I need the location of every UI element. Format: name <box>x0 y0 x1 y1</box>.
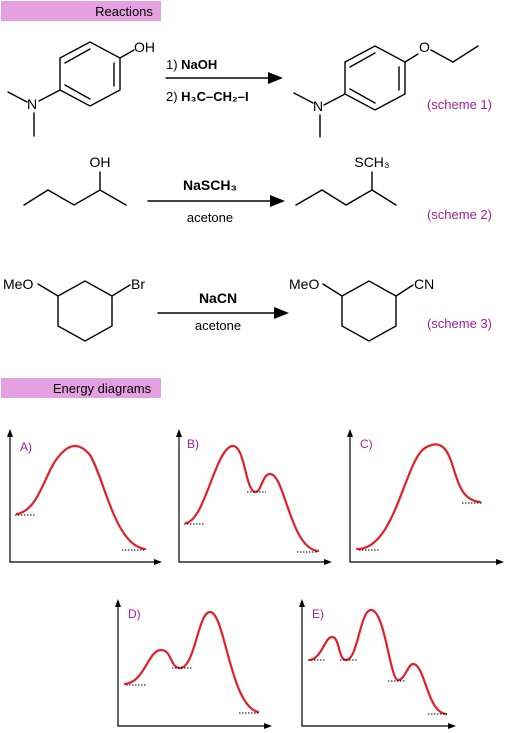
diagram-b-x-arrow <box>324 559 332 565</box>
scheme3-reactant-c-br-bond <box>111 284 131 297</box>
diagram-d-label: D) <box>128 607 141 621</box>
energy-header-text: Energy diagrams <box>53 381 152 396</box>
scheme3-product-cn: CN <box>414 276 434 292</box>
reactions-header-bg <box>1 1 161 21</box>
scheme-2: OH NaSCH₃ acetone SCH₃ (scheme 2) <box>23 154 492 225</box>
scheme3-reactant-meo: MeO <box>3 276 33 292</box>
scheme2-reactant-chain <box>23 189 127 206</box>
scheme3-product-o-c-bond <box>322 283 343 297</box>
scheme1-reactant-co-bond <box>119 49 135 59</box>
scheme1-product-cn-bond <box>323 93 346 106</box>
scheme3-label: (scheme 3) <box>427 316 492 331</box>
energy-diagram-d: D) <box>115 599 272 729</box>
diagram-b-label: B) <box>187 437 199 451</box>
scheme2-reactant-oh: OH <box>90 154 111 170</box>
diagram-c-axes <box>349 433 500 563</box>
scheme-1: OH N 1) NaOH 2) H₃C–CH₂–I O N (scheme 1) <box>7 39 492 138</box>
scheme1-label: (scheme 1) <box>427 97 492 112</box>
diagram-c-x-arrow <box>496 559 504 565</box>
scheme3-reactant-o-c-bond <box>37 283 59 297</box>
diagram-a-x-arrow <box>154 559 162 565</box>
scheme3-solvent: acetone <box>195 318 241 333</box>
scheme2-arrow-head <box>270 195 285 207</box>
reactions-header-text: Reactions <box>95 4 153 19</box>
scheme1-reactant-methyl1 <box>7 91 28 103</box>
scheme2-reagent: NaSCH₃ <box>183 177 237 193</box>
scheme1-step2: 2) H₃C–CH₂–I <box>166 89 249 104</box>
diagram-e-x-arrow <box>448 723 456 729</box>
scheme3-product-meo: MeO <box>289 276 319 292</box>
scheme1-reactant-ring-double-bonds <box>64 48 115 100</box>
scheme3-reactant-br: Br <box>131 276 145 292</box>
diagram-b-axes <box>178 433 328 563</box>
diagram-e-axes <box>301 603 452 727</box>
reactions-header: Reactions <box>1 1 161 21</box>
scheme3-product-c-cn-bond <box>395 284 414 297</box>
scheme1-reactant-cn-bond <box>38 89 61 102</box>
diagram-d-axes <box>117 603 268 727</box>
diagram-a-y-arrow <box>7 429 13 437</box>
diagram-a-axes <box>9 433 158 563</box>
diagram-d-y-arrow <box>115 599 121 607</box>
scheme1-product-methyl1 <box>293 92 314 104</box>
scheme3-arrow-head <box>274 307 289 319</box>
scheme1-reactant-oh: OH <box>134 39 155 55</box>
scheme1-product-ring <box>344 45 406 111</box>
energy-diagram-a: A) <box>7 429 162 565</box>
scheme1-arrow-head <box>268 72 283 84</box>
scheme2-product: SCH₃ <box>295 154 397 206</box>
diagram-e-y-arrow <box>299 599 305 607</box>
diagram-b-y-arrow <box>176 429 182 437</box>
energy-header: Energy diagrams <box>1 378 161 398</box>
scheme2-label: (scheme 2) <box>427 207 492 222</box>
diagram-a-curve <box>15 444 147 551</box>
scheme1-product-ethyl2 <box>452 45 479 63</box>
energy-diagram-b: B) <box>176 429 332 565</box>
scheme2-product-chain <box>295 189 397 206</box>
scheme2-solvent: acetone <box>187 210 233 225</box>
diagram-c-label: C) <box>360 437 373 451</box>
diagram-b-curve <box>184 444 320 553</box>
scheme2-product-sch3: SCH₃ <box>354 154 389 170</box>
scheme3-reactant: MeO Br <box>3 276 145 342</box>
scheme3-reagent: NaCN <box>199 290 237 306</box>
scheme3-product: MeO CN <box>289 276 434 342</box>
scheme1-step1: 1) NaOH <box>166 57 217 72</box>
scheme1-reactant-n: N <box>27 96 37 112</box>
scheme1-product-n: N <box>313 98 323 114</box>
diagram-d-curve <box>123 610 260 714</box>
scheme2-reactant: OH <box>23 154 127 206</box>
scheme1-product-ring-double-bonds <box>349 52 400 104</box>
diagram-e-label: E) <box>312 607 324 621</box>
scheme1-product: O N <box>293 39 479 138</box>
energy-diagram-c: C) <box>347 429 504 565</box>
diagram-a-label: A) <box>20 440 32 454</box>
scheme1-reactant: OH N <box>7 39 155 137</box>
scheme1-product-co-bond <box>404 53 419 63</box>
scheme1-product-o: O <box>419 39 430 55</box>
scheme3-reactant-ring <box>57 280 113 342</box>
diagram-e-curve <box>308 608 448 716</box>
energy-diagram-e: E) <box>299 599 456 729</box>
energy-header-bg <box>1 378 161 398</box>
diagram-c-curve <box>355 443 482 551</box>
scheme1-reactant-ring <box>59 41 121 107</box>
scheme-3: MeO Br NaCN acetone MeO CN (scheme 3) <box>3 276 492 342</box>
diagram-d-x-arrow <box>264 723 272 729</box>
scheme1-product-ethyl1 <box>430 49 454 63</box>
diagram-c-y-arrow <box>347 429 353 437</box>
scheme3-product-ring <box>341 280 397 342</box>
